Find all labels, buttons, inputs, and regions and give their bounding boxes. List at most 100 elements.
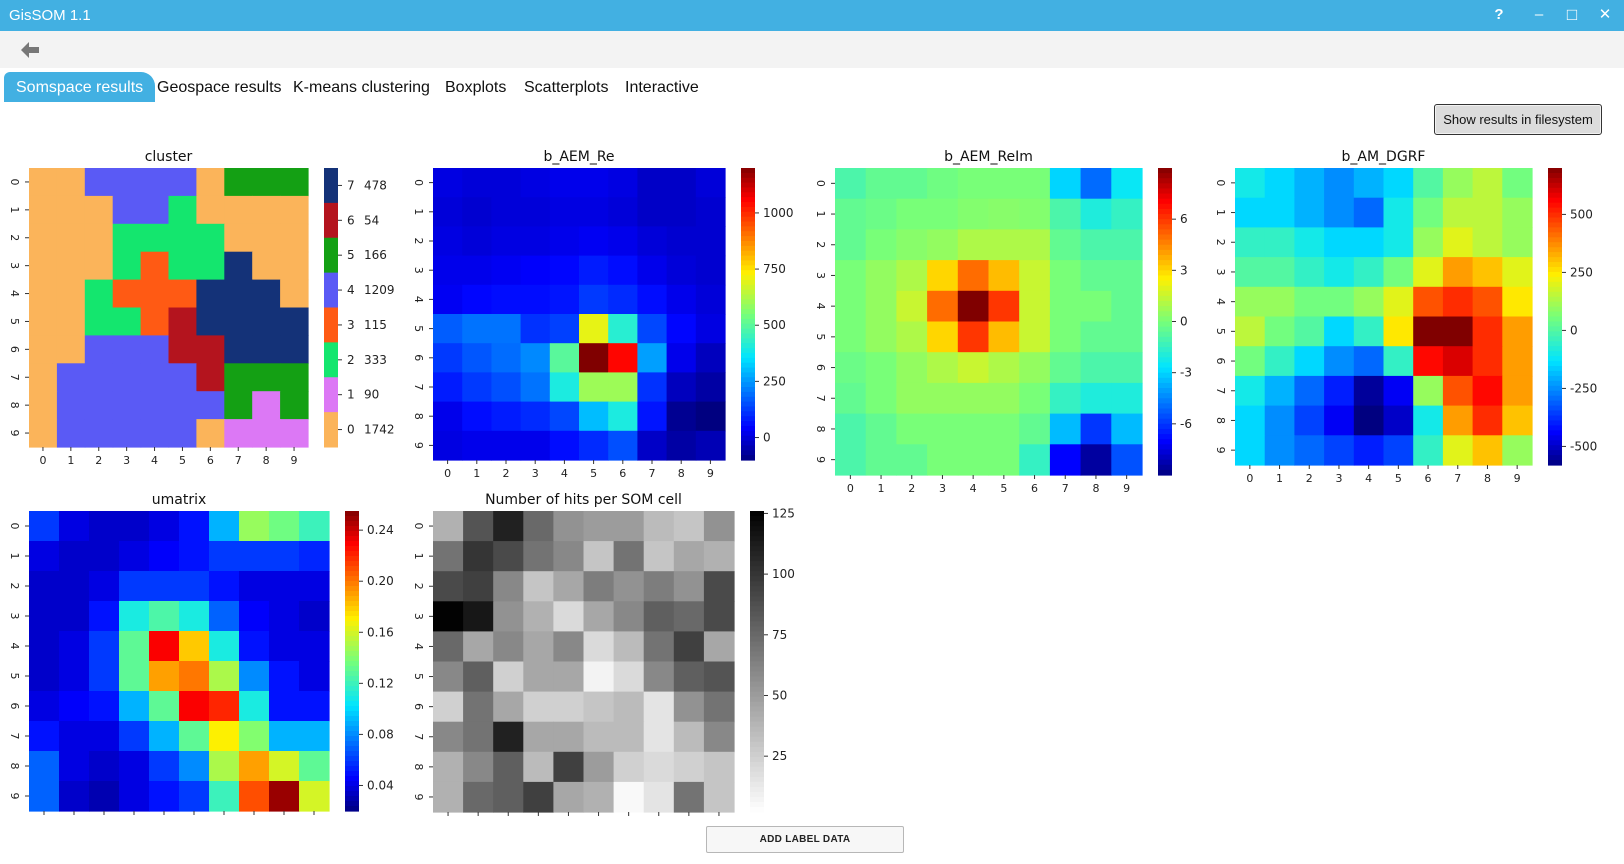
colorbar-band [741, 387, 755, 393]
heatmap-cell [209, 631, 240, 662]
heatmap-cell [927, 444, 959, 476]
colorbar-band [1548, 415, 1562, 422]
heatmap-cell [59, 571, 90, 602]
colorbar-band [345, 561, 359, 567]
colorbar-band [741, 245, 755, 252]
colorbar-band [345, 756, 359, 762]
y-tick-label: 2 [1214, 239, 1227, 246]
colorbar-tick-label: -6 [1180, 417, 1192, 431]
heatmap-cell [89, 751, 120, 782]
tab-somspace-results[interactable]: Somspace results [4, 72, 156, 102]
heatmap-cell [896, 260, 928, 292]
heatmap-cell [1264, 197, 1295, 228]
heatmap-cell [463, 511, 494, 542]
heatmap-cell [433, 571, 464, 602]
heatmap-cell [1235, 286, 1266, 318]
heatmap-cell [1111, 413, 1143, 445]
colorbar-band [1158, 439, 1172, 445]
colorbar-band [1548, 390, 1562, 397]
heatmap-cell [168, 363, 197, 392]
heatmap-cell [179, 511, 210, 542]
heatmap-cell [1235, 316, 1266, 347]
colorbar-band [741, 352, 755, 359]
heatmap-cell [1442, 316, 1474, 347]
heatmap-cell [168, 223, 197, 253]
tab-interactive[interactable]: Interactive [625, 79, 699, 96]
heatmap-cell [1472, 375, 1503, 407]
heatmap-cell [29, 391, 58, 420]
heatmap-cell [520, 430, 551, 461]
colorbar-band [345, 626, 359, 632]
show-results-in-filesystem-button[interactable]: Show results in filesystem [1434, 104, 1602, 135]
x-tick-label: 0 [39, 454, 46, 467]
tab-k-means-clustering[interactable]: K-means clustering [293, 79, 430, 96]
close-button[interactable]: ✕ [1598, 6, 1612, 23]
heatmap-cell [56, 307, 86, 336]
colorbar-band [1548, 262, 1562, 268]
maximize-button[interactable]: □ [1566, 5, 1578, 24]
legend-count: 90 [364, 388, 379, 402]
add-label-data-button[interactable]: ADD LABEL DATA [706, 826, 904, 853]
heatmap-cell [643, 691, 675, 723]
heatmap-cell [462, 255, 492, 286]
heatmap-cell [1383, 375, 1414, 407]
heatmap-cell [239, 661, 270, 692]
heatmap-cell [1235, 168, 1266, 199]
colorbar-band [1548, 346, 1562, 352]
heatmap-cell [703, 721, 735, 753]
heatmap-cell [280, 168, 309, 197]
heatmap-cell [1111, 168, 1143, 200]
tab-scatterplots[interactable]: Scatterplots [524, 79, 609, 96]
colorbar-band [741, 323, 755, 330]
colorbar-band [1158, 239, 1172, 246]
heatmap-cell [927, 382, 959, 415]
heatmap-cell [433, 343, 463, 373]
heatmap-cell [433, 255, 463, 286]
heatmap-cell [896, 290, 928, 323]
heatmap-cell [119, 631, 150, 662]
tab-geospace-results[interactable]: Geospace results [157, 79, 282, 96]
heatmap-cell [1235, 405, 1266, 436]
y-tick-label: 1 [8, 553, 21, 560]
tab-boxplots[interactable]: Boxplots [445, 79, 507, 96]
heatmap-cell [491, 168, 522, 198]
heatmap-cell [1111, 290, 1143, 323]
colorbar-band [345, 656, 359, 662]
legend-cluster: 1 [347, 388, 355, 402]
heatmap-cell [1019, 413, 1051, 445]
colorbar-band [750, 651, 764, 658]
heatmap-cell [520, 226, 551, 257]
x-tick-label: 6 [625, 819, 632, 820]
colorbar-band [750, 551, 764, 557]
heatmap-4: umatrix 0 1 2 3 4 5 6 7 8 9 0 1 2 3 4 5 6 7 8 9 0.04 0.08 0.12 0… [8, 492, 394, 831]
heatmap-cell [168, 391, 197, 420]
y-tick-label: 5 [1214, 328, 1227, 335]
heatmap-cell [149, 721, 180, 752]
heatmap-cell [140, 168, 170, 197]
help-button[interactable]: ? [1494, 6, 1504, 23]
colorbar-band [1548, 341, 1562, 347]
minimize-button[interactable]: – [1534, 6, 1544, 23]
colorbar-band [1548, 380, 1562, 387]
colorbar-band [1158, 464, 1172, 471]
heatmap-cell [1049, 198, 1082, 230]
heatmap-cell [89, 601, 120, 632]
colorbar-band [741, 367, 755, 373]
colorbar-band [750, 576, 764, 582]
colorbar-tick-label: 500 [1570, 207, 1593, 221]
heatmap-cell [523, 571, 554, 602]
y-tick-label: 8 [412, 413, 425, 420]
back-arrow-icon[interactable] [18, 39, 42, 61]
colorbar-band [345, 801, 359, 807]
colorbar-band [750, 581, 764, 587]
heatmap-cell [583, 541, 615, 572]
y-tick-label: 1 [412, 208, 425, 215]
colorbar-segment [324, 272, 338, 309]
heatmap-cell [579, 226, 609, 257]
heatmap-cell [896, 321, 928, 353]
heatmap-cell [1353, 316, 1385, 347]
heatmap-cell [579, 343, 609, 373]
heatmap-cell [1080, 290, 1112, 323]
heatmap-cell [553, 691, 585, 723]
heatmap-cell [239, 631, 270, 662]
